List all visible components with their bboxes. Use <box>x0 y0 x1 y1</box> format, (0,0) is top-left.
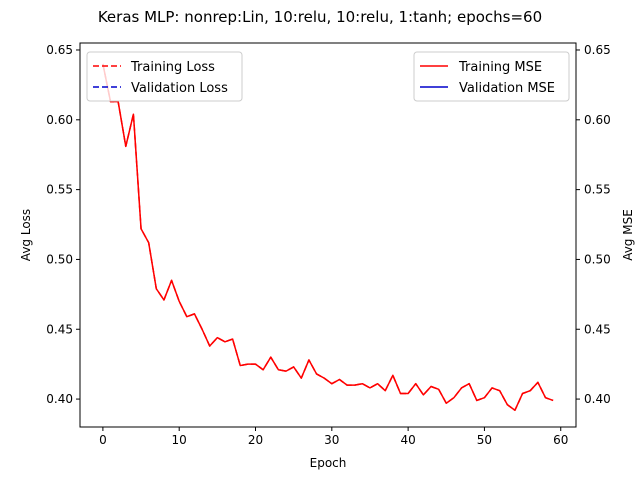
y-right-tick-label: 0.55 <box>584 183 611 197</box>
plot-lines <box>102 63 554 411</box>
x-tick-label: 0 <box>99 433 107 447</box>
y-left-tick-label: 0.60 <box>46 113 73 127</box>
x-tick-label: 10 <box>172 433 187 447</box>
x-tick-label: 20 <box>248 433 263 447</box>
legend-left-box <box>86 51 243 102</box>
legend-right-box <box>413 51 570 102</box>
y-left-tick-label: 0.40 <box>46 392 73 406</box>
y-left-tick-label: 0.45 <box>46 322 73 336</box>
y-left-tick-label: 0.65 <box>46 43 73 57</box>
y-right-tick-label: 0.50 <box>584 252 611 266</box>
x-axis-label: Epoch <box>310 456 347 470</box>
series-line-training-mse <box>102 63 554 411</box>
y-axis-left-label: Avg Loss <box>19 209 33 261</box>
x-tick-label: 40 <box>400 433 415 447</box>
x-tick-label: 30 <box>324 433 339 447</box>
plot-frame <box>79 42 577 428</box>
legend-training-loss-label: Training Loss <box>130 60 215 75</box>
x-tick-label: 50 <box>477 433 492 447</box>
y-right-tick-label: 0.60 <box>584 113 611 127</box>
y-left-tick-label: 0.55 <box>46 183 73 197</box>
x-axis-ticks: 0 10 20 30 40 50 60 <box>99 427 568 447</box>
x-tick-label: 60 <box>553 433 568 447</box>
legend-training-mse-label: Training MSE <box>458 60 542 75</box>
legend-validation-mse-label: Validation MSE <box>459 81 555 96</box>
y-right-tick-label: 0.40 <box>584 392 611 406</box>
y-right-tick-label: 0.45 <box>584 322 611 336</box>
y-left-tick-label: 0.50 <box>46 252 73 266</box>
chart-title: Keras MLP: nonrep:Lin, 10:relu, 10:relu,… <box>98 8 542 26</box>
y-axis-right-ticks: 0.40 0.45 0.50 0.55 0.60 0.65 <box>576 43 611 406</box>
y-axis-right-label: Avg MSE <box>621 209 635 261</box>
series-line-training-loss <box>102 63 554 411</box>
legend-right: Training MSE Validation MSE <box>413 51 570 102</box>
legend-left: Training Loss Validation Loss <box>86 51 243 102</box>
legend-validation-loss-label: Validation Loss <box>131 81 228 96</box>
y-axis-left-ticks: 0.40 0.45 0.50 0.55 0.60 0.65 <box>46 43 80 406</box>
y-right-tick-label: 0.65 <box>584 43 611 57</box>
